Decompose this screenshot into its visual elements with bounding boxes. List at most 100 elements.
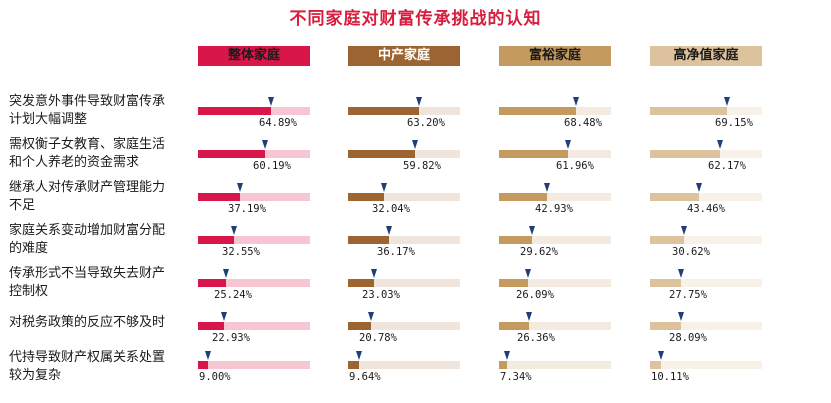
bar-marker <box>504 351 510 360</box>
bar <box>198 361 208 369</box>
bar-marker <box>381 183 387 192</box>
bar-track <box>198 150 310 158</box>
bar-marker <box>371 269 377 278</box>
category-label-line2: 和个人养老的资金需求 <box>9 155 140 170</box>
category-label-line2: 的难度 <box>9 241 49 256</box>
bar-marker <box>223 269 229 278</box>
category-label-line1: 继承人对传承财产管理能力 <box>9 180 166 195</box>
value-label: 23.03% <box>362 289 400 301</box>
category-label-line2: 计划大幅调整 <box>9 112 88 127</box>
bar-track <box>198 107 310 115</box>
bar <box>650 193 699 201</box>
bar <box>348 279 374 287</box>
bar-track <box>348 322 460 330</box>
bar-track <box>650 193 762 201</box>
bar <box>198 150 265 158</box>
bar <box>499 193 547 201</box>
bar-marker <box>268 97 274 106</box>
bar-marker <box>658 351 664 360</box>
bar <box>198 236 234 244</box>
bar-marker <box>205 351 211 360</box>
series-header: 整体家庭 <box>198 46 310 66</box>
bar-track <box>499 279 611 287</box>
bar-marker <box>416 97 422 106</box>
bar-marker <box>525 269 531 278</box>
bar-marker <box>696 183 702 192</box>
bar-track <box>499 236 611 244</box>
series-header: 中产家庭 <box>348 46 460 66</box>
bar <box>499 361 507 369</box>
value-label: 20.78% <box>359 332 397 344</box>
bar-track <box>650 107 762 115</box>
category-label-line1: 传承形式不当导致失去财产 <box>9 266 166 281</box>
value-label: 10.11% <box>651 371 689 383</box>
bar-marker <box>717 140 723 149</box>
category-label: 对税务政策的反应不够及时 <box>9 314 184 332</box>
bar-track <box>348 361 460 369</box>
category-label-line2: 不足 <box>9 198 36 213</box>
series-header: 富裕家庭 <box>499 46 611 66</box>
category-label-line1: 对税务政策的反应不够及时 <box>9 315 166 330</box>
bar-track <box>499 193 611 201</box>
bar-marker <box>356 351 362 360</box>
series-header: 高净值家庭 <box>650 46 762 66</box>
bar-track <box>499 150 611 158</box>
bar-track <box>198 193 310 201</box>
value-label: 43.46% <box>687 203 725 215</box>
value-label: 61.96% <box>556 160 594 172</box>
bar <box>499 322 529 330</box>
bar-track <box>650 236 762 244</box>
value-label: 26.36% <box>517 332 555 344</box>
category-label-line2: 较为复杂 <box>9 368 62 383</box>
bar <box>348 236 389 244</box>
value-label: 30.62% <box>672 246 710 258</box>
bar-track <box>198 279 310 287</box>
bar-marker <box>412 140 418 149</box>
bar <box>198 193 240 201</box>
category-label: 需权衡子女教育、家庭生活 和个人养老的资金需求 <box>9 136 184 172</box>
bar <box>650 279 681 287</box>
value-label: 7.34% <box>500 371 532 383</box>
bar-marker <box>529 226 535 235</box>
bar-track <box>650 361 762 369</box>
bar-track <box>499 361 611 369</box>
value-label: 60.19% <box>253 160 291 172</box>
bar-marker <box>678 269 684 278</box>
bar <box>650 107 727 115</box>
category-label: 继承人对传承财产管理能力 不足 <box>9 179 184 215</box>
value-label: 42.93% <box>535 203 573 215</box>
value-label: 32.55% <box>222 246 260 258</box>
value-label: 36.17% <box>377 246 415 258</box>
bar <box>499 279 528 287</box>
bar-marker <box>262 140 268 149</box>
category-label: 传承形式不当导致失去财产 控制权 <box>9 265 184 301</box>
value-label: 69.15% <box>715 117 753 129</box>
value-label: 62.17% <box>708 160 746 172</box>
category-label-line1: 需权衡子女教育、家庭生活 <box>9 137 166 152</box>
bar-track <box>348 193 460 201</box>
bar-marker <box>231 226 237 235</box>
bar-marker <box>526 312 532 321</box>
bar <box>650 150 720 158</box>
value-label: 63.20% <box>407 117 445 129</box>
value-label: 29.62% <box>520 246 558 258</box>
bar-track <box>198 236 310 244</box>
bar-marker <box>573 97 579 106</box>
category-label: 代持导致财产权属关系处置 较为复杂 <box>9 349 184 385</box>
category-label-line1: 家庭关系变动增加财富分配 <box>9 223 166 238</box>
bar-marker <box>237 183 243 192</box>
bar-track <box>348 236 460 244</box>
bar-marker <box>681 226 687 235</box>
bar-track <box>499 107 611 115</box>
bar <box>348 150 415 158</box>
category-label: 家庭关系变动增加财富分配 的难度 <box>9 222 184 258</box>
bar-marker <box>221 312 227 321</box>
bar-track <box>348 150 460 158</box>
bar-track <box>348 107 460 115</box>
bar <box>348 322 371 330</box>
value-label: 64.89% <box>259 117 297 129</box>
bar-marker <box>724 97 730 106</box>
bar-track <box>348 279 460 287</box>
bar <box>499 236 532 244</box>
bar-track <box>198 361 310 369</box>
